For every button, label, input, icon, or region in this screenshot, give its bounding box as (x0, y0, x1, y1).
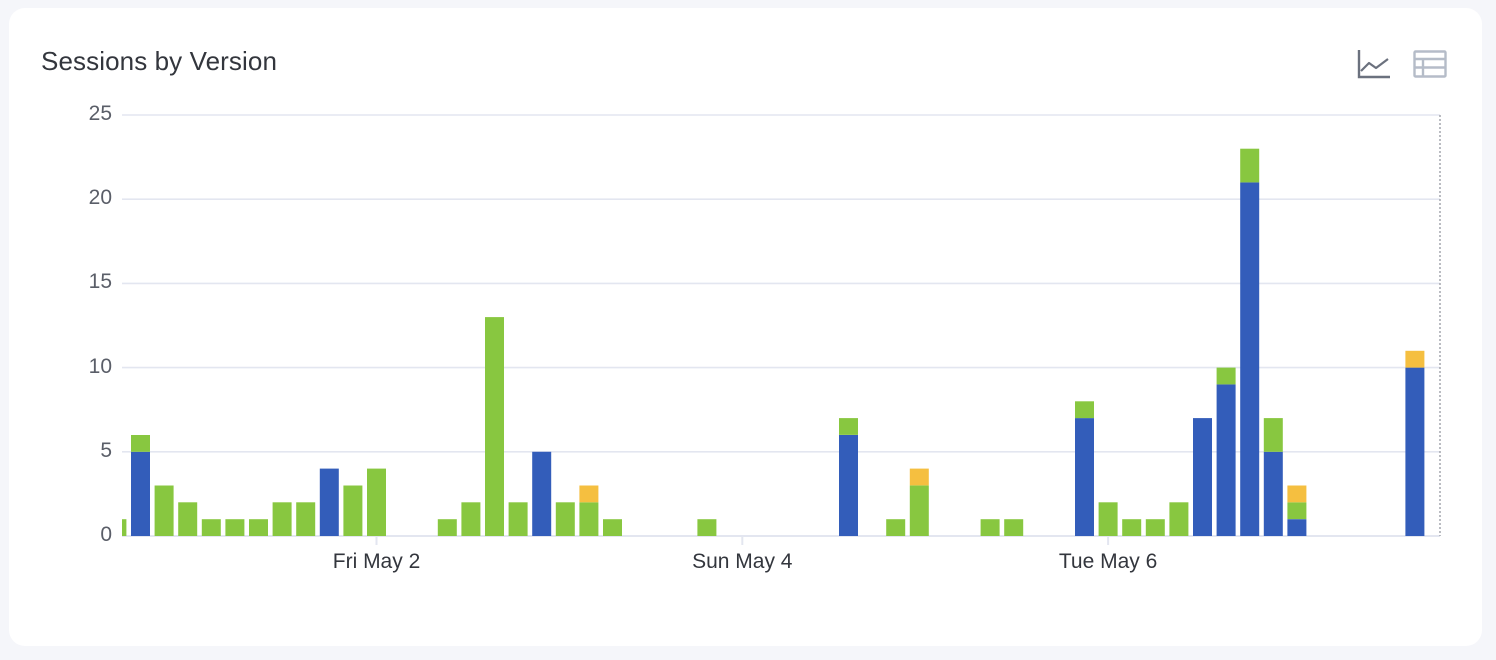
bar-segment[interactable] (1405, 367, 1425, 536)
y-tick-label: 10 (88, 354, 112, 378)
bar-segment[interactable] (839, 418, 858, 435)
table-view-button[interactable] (1412, 48, 1448, 80)
bar-segment[interactable] (909, 485, 929, 537)
bar-segment[interactable] (508, 502, 528, 536)
y-tick-label: 15 (88, 270, 112, 294)
bar-segment[interactable] (1193, 418, 1212, 536)
bar-segment[interactable] (1098, 502, 1118, 536)
y-tick-label: 0 (100, 523, 112, 546)
y-tick-label: 25 (88, 102, 112, 125)
table-icon (1413, 50, 1447, 78)
bar-segment[interactable] (1075, 418, 1094, 536)
bar-segment[interactable] (367, 468, 386, 536)
bar-segment[interactable] (296, 502, 316, 536)
bar-segment[interactable] (461, 502, 481, 536)
bar-segment[interactable] (1075, 401, 1094, 419)
bar-segment[interactable] (1405, 350, 1425, 368)
bar-segment[interactable] (886, 519, 906, 536)
bar-segment[interactable] (697, 519, 717, 536)
bar-segment[interactable] (603, 519, 622, 536)
bar-segment[interactable] (1287, 485, 1307, 503)
bar-segment[interactable] (579, 502, 599, 536)
bar-segment[interactable] (1169, 502, 1189, 536)
bar-segment[interactable] (1287, 519, 1307, 536)
bar-segment[interactable] (1263, 418, 1283, 452)
bar-segment[interactable] (1216, 384, 1236, 536)
bar-segment[interactable] (343, 485, 363, 537)
chart-title: Sessions by Version (41, 46, 278, 76)
bar-segment[interactable] (249, 519, 268, 536)
bar-segment[interactable] (839, 435, 858, 536)
bar-segment[interactable] (1263, 451, 1283, 536)
bar-segment[interactable] (154, 485, 174, 537)
x-tick-label: Sun May 4 (692, 550, 793, 573)
bar-segment[interactable] (437, 519, 457, 536)
bar-segment[interactable] (980, 519, 1000, 536)
bar-segment[interactable] (131, 435, 150, 452)
bar-segment[interactable] (1240, 182, 1260, 536)
bar-segment[interactable] (555, 502, 575, 536)
bar-segment[interactable] (485, 317, 504, 536)
bar-segment[interactable] (579, 485, 599, 503)
bar-segment[interactable] (131, 451, 150, 536)
bar-segment[interactable] (272, 502, 292, 536)
y-tick-label: 20 (88, 186, 112, 210)
bar-segment[interactable] (1145, 519, 1165, 536)
bar-segment[interactable] (1216, 367, 1236, 385)
bar-segment[interactable] (532, 451, 552, 536)
bar-segment[interactable] (319, 468, 339, 536)
bar-segment[interactable] (1240, 148, 1260, 183)
bar-segment[interactable] (1122, 519, 1142, 536)
bar-segment[interactable] (178, 502, 198, 536)
x-tick-label: Tue May 6 (1058, 550, 1158, 573)
bar-segment[interactable] (201, 519, 221, 536)
x-tick-label: Fri May 2 (332, 550, 421, 573)
y-tick-label: 5 (100, 438, 112, 462)
bar-segment[interactable] (225, 519, 245, 536)
view-toolbar (1356, 48, 1448, 80)
bar-segment[interactable] (1287, 502, 1307, 520)
chart-view-button[interactable] (1356, 48, 1392, 80)
bar-segment[interactable] (909, 468, 929, 486)
bar-segment[interactable] (107, 519, 127, 536)
line-chart-icon (1357, 50, 1390, 79)
bar-segment[interactable] (1004, 519, 1024, 536)
